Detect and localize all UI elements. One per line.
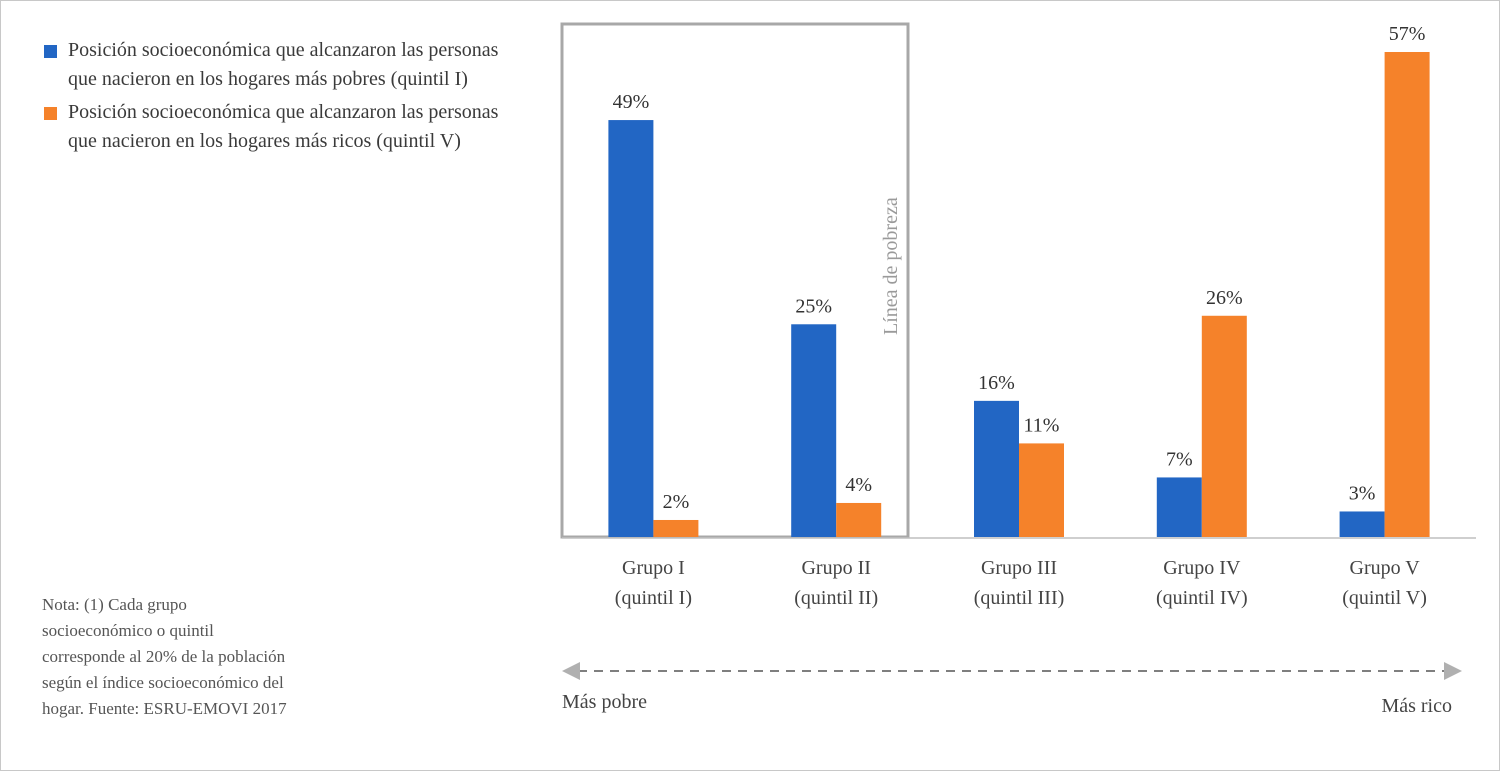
x-tick-label-5-line-1: Grupo V — [1350, 557, 1421, 579]
arrow-left-label: Más pobre — [562, 691, 647, 713]
value-label-poorest-2: 25% — [795, 295, 832, 317]
value-label-poorest-1: 49% — [613, 91, 650, 113]
x-tick-label-5-line-2: (quintil V) — [1342, 587, 1427, 609]
x-tick-label-1-line-2: (quintil I) — [615, 587, 692, 609]
value-label-poorest-5: 3% — [1349, 482, 1376, 504]
legend-swatch-orange — [44, 107, 57, 120]
bar-richest-3 — [1019, 443, 1064, 537]
bar-poorest-3 — [974, 400, 1019, 537]
legend-label-poorest: Posición socioeconómica que alcanzaron l… — [68, 39, 499, 90]
x-tick-label-1-line-1: Grupo I — [622, 557, 685, 579]
legend-item-richest: Posición socioeconómica que alcanzaron l… — [44, 98, 524, 156]
bar-poorest-1 — [608, 120, 654, 537]
legend-label-richest: Posición socioeconómica que alcanzaron l… — [68, 101, 499, 152]
bar-richest-2 — [836, 502, 882, 537]
x-tick-label-2-line-2: (quintil II) — [794, 587, 878, 609]
poverty-line-label: Línea de pobreza — [880, 197, 902, 335]
x-tick-label-2-line-1: Grupo II — [801, 557, 870, 579]
bar-poorest-4 — [1156, 477, 1202, 537]
x-tick-label-4-line-2: (quintil IV) — [1156, 587, 1248, 609]
x-tick-label-4-line-1: Grupo IV — [1163, 557, 1241, 579]
bar-richest-1 — [653, 519, 699, 537]
arrow-head-left — [562, 662, 580, 680]
value-label-poorest-4: 7% — [1166, 448, 1193, 470]
bar-poorest-2 — [791, 324, 837, 537]
legend-item-poorest: Posición socioeconómica que alcanzaron l… — [44, 36, 524, 94]
arrow-right-label: Más rico — [1381, 695, 1452, 717]
value-label-richest-3: 11% — [1024, 414, 1060, 436]
chart-legend: Posición socioeconómica que alcanzaron l… — [44, 36, 524, 160]
arrow-head-right — [1444, 662, 1462, 680]
value-label-richest-1: 2% — [663, 491, 690, 513]
bar-poorest-5 — [1339, 511, 1385, 537]
x-tick-label-3-line-2: (quintil III) — [974, 587, 1065, 609]
value-label-richest-5: 57% — [1389, 23, 1426, 45]
poverty-box — [560, 22, 910, 539]
value-label-poorest-3: 16% — [978, 372, 1015, 394]
value-label-richest-4: 26% — [1206, 287, 1243, 309]
chart-note: Nota: (1) Cada grupo socioeconómico o qu… — [42, 595, 287, 718]
value-label-richest-2: 4% — [845, 474, 872, 496]
x-tick-label-3-line-1: Grupo III — [981, 557, 1057, 579]
bar-richest-5 — [1384, 52, 1430, 537]
legend-swatch-blue — [44, 45, 57, 58]
bar-richest-4 — [1201, 315, 1247, 537]
